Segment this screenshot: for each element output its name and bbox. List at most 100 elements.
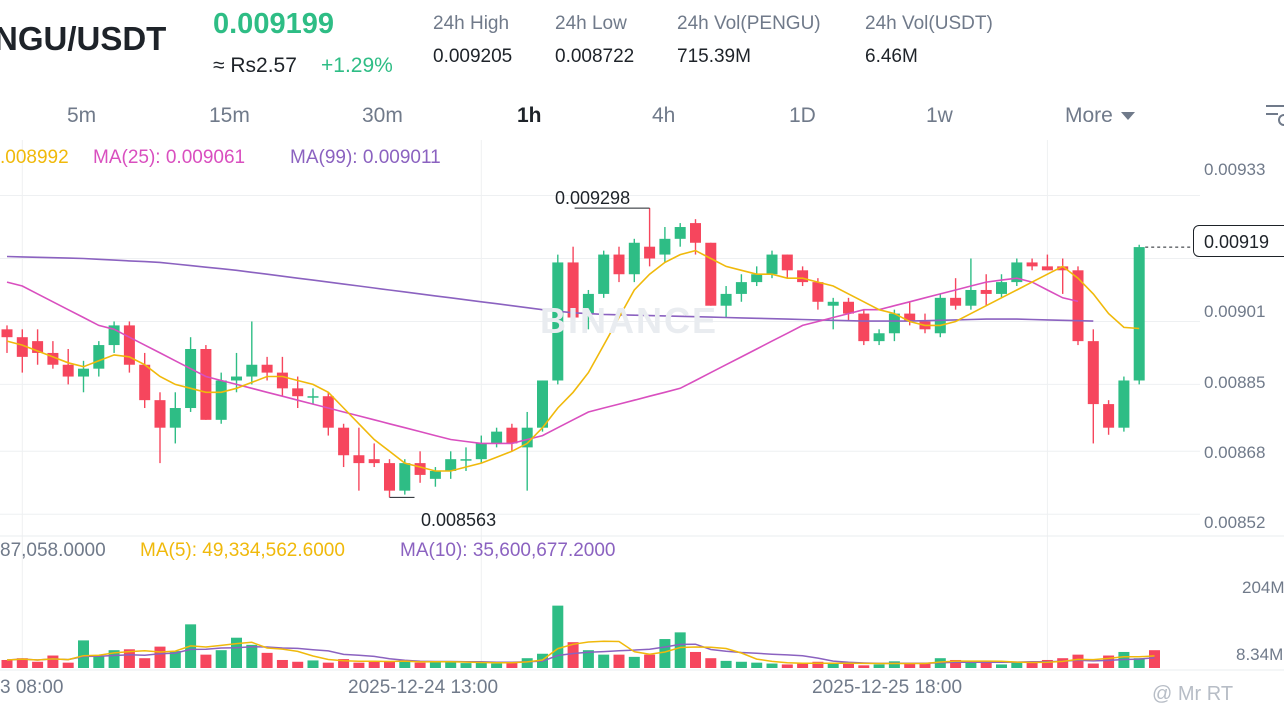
volume-bar [598, 654, 610, 668]
volume-bar [139, 658, 151, 668]
candle-body [78, 368, 89, 377]
candle-body [705, 242, 717, 306]
volume-bar [980, 662, 992, 668]
candle-body [139, 364, 151, 401]
candle-body [460, 459, 472, 461]
candle-body [613, 254, 625, 275]
candle-body [368, 459, 380, 464]
candle-body [200, 349, 212, 420]
volume-bar [460, 663, 472, 668]
pair-title[interactable]: NGU/USDT [0, 20, 167, 57]
candle-body [322, 396, 334, 428]
price-tick: 0.00885 [1204, 373, 1266, 392]
tab-5m[interactable]: 5m [67, 104, 97, 127]
candle-body [1118, 380, 1130, 428]
tab-30m[interactable]: 30m [362, 104, 403, 127]
volume-bar [843, 663, 854, 668]
tab-1w[interactable]: 1w [926, 104, 953, 127]
candle-body [996, 282, 1007, 294]
volume-bar [32, 661, 44, 668]
stat-24h-low-value: 0.008722 [555, 46, 635, 67]
volume-bar [950, 659, 962, 668]
volume-bar [996, 664, 1007, 668]
legend-ma7: .008992 [0, 147, 69, 168]
stat-24h-vol-base-value: 715.39M [677, 46, 751, 67]
legend-ma99: MA(99): 0.009011 [290, 147, 441, 168]
candle-body [491, 431, 503, 444]
candle-body [1041, 266, 1053, 271]
volume-bar [62, 662, 74, 668]
candle-body [628, 242, 640, 275]
price-tick: 0.00852 [1204, 513, 1266, 532]
candle-body [246, 364, 258, 377]
volume-bar [215, 650, 227, 668]
candle-body [934, 297, 946, 334]
tab-1h[interactable]: 1h [517, 104, 542, 127]
volume-bar [1072, 654, 1084, 668]
stat-24h-vol-quote-value: 6.46M [865, 46, 918, 67]
candle-body [108, 325, 120, 346]
candle-body [659, 238, 671, 255]
tab-1d[interactable]: 1D [789, 104, 816, 127]
candle-body [904, 313, 916, 322]
volume-legend-ma5: MA(5): 49,334,562.6000 [140, 540, 345, 561]
candle-body [812, 282, 824, 302]
volume-bar [873, 664, 885, 668]
stat-24h-high-value: 0.009205 [433, 46, 513, 67]
volume-bar [399, 660, 411, 668]
candle-body [1072, 270, 1084, 342]
volume-bar [307, 660, 319, 668]
volume-bar [93, 655, 105, 668]
price-change: +1.29% [321, 54, 393, 77]
volume-bar [47, 655, 59, 668]
candle-body [674, 227, 686, 239]
volume-bar [414, 662, 426, 668]
candle-body [261, 364, 273, 373]
candle-body [1087, 341, 1099, 405]
tab-15m[interactable]: 15m [209, 104, 250, 127]
candle-body [154, 400, 166, 428]
price-tick: 0.00933 [1204, 160, 1266, 179]
volume-ma5-line [6, 640, 1155, 665]
high-annotation: 0.009298 [555, 188, 631, 208]
volume-bar [582, 650, 594, 668]
candle-body [827, 301, 839, 306]
volume-bar [659, 639, 671, 668]
annotation-lines [389, 207, 1193, 498]
volume-bar [78, 640, 89, 668]
candle-body [414, 463, 426, 475]
volume-bar [720, 660, 732, 668]
candle-body [965, 289, 977, 306]
volume-bar [888, 661, 900, 668]
time-tick: 3 08:00 [0, 677, 64, 698]
more-dropdown[interactable]: More [1065, 104, 1135, 128]
volume-bar [1133, 658, 1145, 668]
volume-bar [475, 662, 487, 668]
candle-body [1133, 247, 1145, 381]
last-price: 0.009199 [213, 8, 334, 40]
tab-4h[interactable]: 4h [652, 104, 676, 127]
price-tick: 0.00901 [1204, 302, 1266, 321]
volume-tick: 204M [1242, 578, 1284, 597]
candle-body [552, 262, 564, 381]
volume-bar [1, 659, 13, 668]
candle-body [475, 443, 487, 460]
candle-body [185, 349, 197, 409]
volume-bar [644, 654, 656, 668]
volume-bar [322, 662, 334, 668]
chart-settings-icon[interactable] [1264, 100, 1284, 130]
volume-bar [276, 659, 288, 668]
candle-body [537, 380, 548, 428]
moving-averages [6, 249, 1140, 472]
volume-bar [108, 650, 120, 668]
volume-bar [16, 658, 28, 668]
volume-bar [797, 663, 809, 668]
grid-lines [0, 140, 1284, 671]
volume-bar [1103, 655, 1115, 668]
time-tick: 2025-12-25 18:00 [812, 677, 963, 698]
volume-bar [751, 662, 763, 668]
candle-body [751, 274, 763, 283]
candle-body [307, 396, 319, 398]
candle-body [950, 297, 962, 306]
